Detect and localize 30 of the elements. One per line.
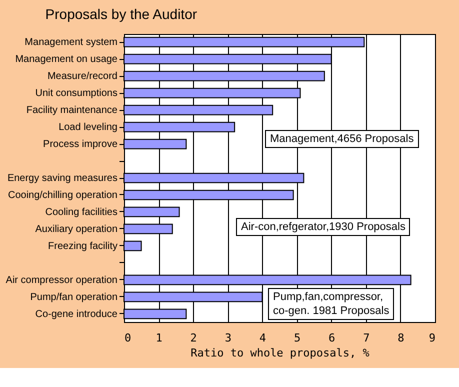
y-tick-label: Unit consumptions bbox=[35, 88, 118, 100]
y-tick-label: Auxiliary operation bbox=[35, 224, 118, 235]
y-tick-label: Facility maintenance bbox=[26, 105, 118, 116]
x-tick-label: 8 bbox=[398, 332, 404, 344]
y-tick-label: Process improve bbox=[43, 139, 118, 150]
x-tick-label: 9 bbox=[428, 332, 436, 344]
x-tick-label: 7 bbox=[363, 332, 370, 344]
annotation: Air-con,refgerator,1930 Proposals bbox=[236, 218, 410, 236]
y-tick-label: Measure/record bbox=[47, 71, 118, 82]
y-tick-label: Pump/fan operation bbox=[30, 292, 118, 303]
y-tick-label: Management on usage bbox=[15, 54, 118, 66]
y-tick-label: Freezing facility bbox=[48, 240, 118, 252]
y-tick-label: Load leveling bbox=[58, 122, 118, 134]
y-tick-label: Co-gene introduce bbox=[35, 308, 118, 320]
annotation: Management,4656 Proposals bbox=[265, 130, 419, 148]
x-tick-label: 6 bbox=[328, 332, 336, 344]
x-tick-label: 0 bbox=[124, 332, 132, 344]
x-tick-label: 1 bbox=[156, 332, 162, 344]
x-tick-label: 3 bbox=[224, 332, 232, 344]
x-tick-label: 5 bbox=[294, 332, 301, 344]
y-tick-label: Cooing/chilling operation bbox=[8, 190, 118, 201]
y-tick-label: Management system bbox=[24, 37, 118, 48]
x-tick-label: 4 bbox=[259, 332, 266, 344]
annotation: Pump,fan,compressor, co-gen. 1981 Proposals bbox=[268, 288, 394, 320]
y-tick-label: Air compressor operation bbox=[6, 274, 118, 286]
x-tick-label: 2 bbox=[190, 332, 197, 344]
chart-title: Proposals by the Auditor bbox=[45, 6, 198, 22]
y-tick-label: Energy saving measures bbox=[7, 173, 118, 184]
x-axis-title: Ratio to whole proposals, % bbox=[190, 346, 370, 360]
y-tick-label: Cooling facilities bbox=[45, 206, 118, 218]
